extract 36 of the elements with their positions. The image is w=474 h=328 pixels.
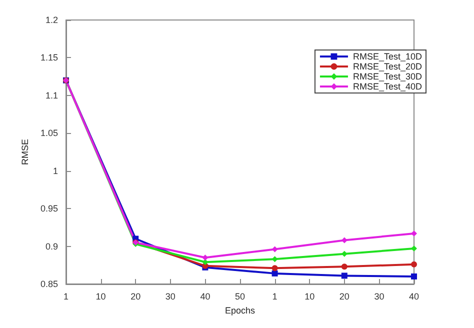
- x-tick-label: 1: [63, 292, 69, 302]
- y-tick-label: 1.05: [40, 128, 58, 138]
- legend-label: RMSE_Test_10D: [352, 52, 422, 62]
- y-tick-label: 1.2: [45, 15, 58, 25]
- x-tick-label: 40: [408, 292, 420, 302]
- point: [411, 246, 417, 252]
- x-tick-label: 1: [272, 292, 278, 302]
- legend-label: RMSE_Test_30D: [352, 72, 422, 82]
- x-tick-label: 10: [96, 292, 106, 302]
- x-tick-label: 20: [339, 292, 350, 302]
- point: [411, 273, 417, 280]
- y-tick-label: 1.15: [40, 52, 58, 63]
- legend-label: RMSE_Test_20D: [352, 62, 422, 72]
- x-tick-label: 30: [165, 292, 176, 302]
- y-tick-label: 0.9: [45, 241, 58, 252]
- y-axis-title: RMSE: [20, 138, 30, 166]
- point: [272, 265, 278, 272]
- point: [341, 272, 348, 279]
- y-tick-label: 1: [52, 166, 58, 176]
- legend-label: RMSE_Test_40D: [352, 82, 422, 92]
- point: [411, 230, 417, 236]
- point: [341, 237, 348, 244]
- x-tick-label: 50: [234, 292, 246, 302]
- x-tick-label: 20: [130, 292, 141, 302]
- point: [272, 246, 278, 252]
- y-tick-label: 1.1: [45, 90, 58, 100]
- y-tick-label: 0.85: [40, 279, 58, 289]
- point: [202, 254, 208, 261]
- x-tick-label: 30: [374, 292, 384, 302]
- point: [411, 261, 417, 268]
- x-tick-label: 10: [304, 292, 315, 302]
- point: [341, 264, 348, 270]
- x-axis-title: Epochs: [224, 305, 256, 316]
- x-tick-label: 40: [200, 292, 210, 302]
- y-tick-label: 0.95: [40, 204, 58, 214]
- point: [272, 270, 278, 276]
